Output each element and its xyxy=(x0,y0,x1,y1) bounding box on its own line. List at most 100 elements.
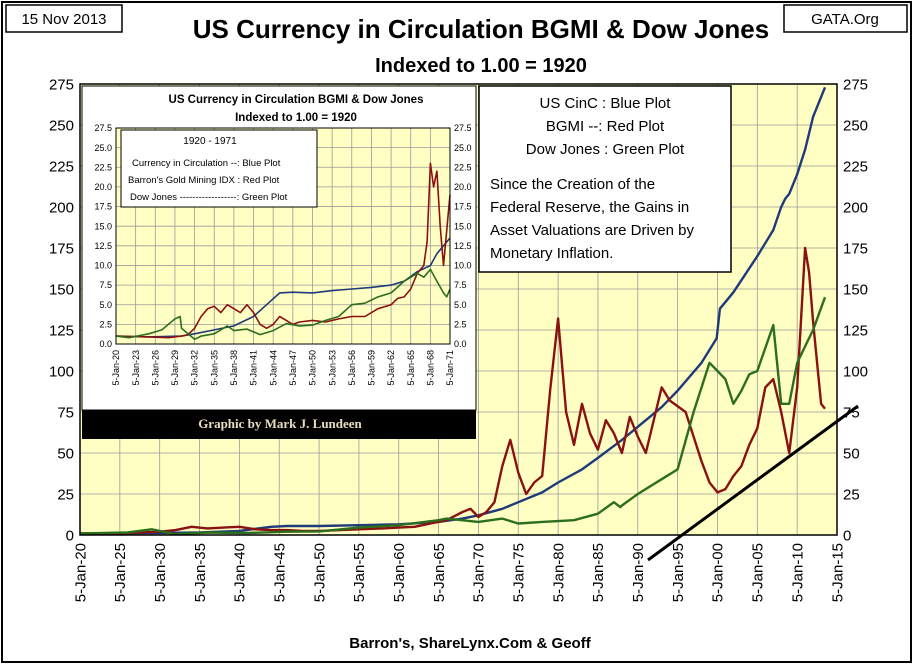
inset-y-tick-label-right: 10.0 xyxy=(454,261,472,271)
inset-y-tick-label-right: 22.5 xyxy=(454,162,472,172)
inset-x-tick-label: 5-Jan-44 xyxy=(268,350,278,386)
main-series-group xyxy=(79,86,827,536)
x-axis-label: Barron's, ShareLynx.Com & Geoff xyxy=(349,635,591,652)
legend-blue: US CinC : Blue Plot xyxy=(540,95,672,112)
inset-y-tick-label-left: 17.5 xyxy=(94,202,112,212)
legend-note-3: Asset Valuations are Driven by xyxy=(490,222,694,239)
main-y-axis-left: 0 25 50 75 100 125 150 175 200 225 250 275 xyxy=(49,76,74,544)
inset-series-line-2 xyxy=(115,268,451,341)
inset-y-tick-label-left: 15.0 xyxy=(94,221,112,231)
inset-x-tick-label: 5-Jan-26 xyxy=(150,350,160,386)
inset-y-tick-label-left: 10.0 xyxy=(94,261,112,271)
inset-x-tick-label: 5-Jan-68 xyxy=(426,350,436,386)
inset-y-tick-label-right: 2.5 xyxy=(454,320,467,330)
legend-red: BGMI --: Red Plot xyxy=(546,118,665,135)
inset-y-tick-label-right: 25.0 xyxy=(454,143,472,153)
main-y-tick-label-right: 50 xyxy=(843,445,860,462)
main-series-line-2 xyxy=(79,296,827,536)
inset-plot-border xyxy=(115,127,451,345)
inset-y-axis-right: 0.0 2.5 5.0 7.5 10.0 12.5 15.0 17.5 20.0 22.5 25.0… xyxy=(454,123,472,349)
main-y-tick-label-left: 175 xyxy=(49,240,74,257)
inset-y-tick-label-left: 22.5 xyxy=(94,162,112,172)
main-y-tick-label-left: 50 xyxy=(57,445,74,462)
main-y-tick-label-left: 75 xyxy=(57,404,74,421)
main-x-tick-label: 5-Jan-75 xyxy=(511,543,528,602)
inset-legend-period: 1920 - 1971 xyxy=(183,136,237,147)
inset-x-tick-label: 5-Jan-71 xyxy=(445,350,455,386)
inset-legend-blue: Currency in Circulation --: Blue Plot xyxy=(132,158,281,169)
main-y-tick-label-left: 225 xyxy=(49,158,74,175)
legend-note-4: Monetary Inflation. xyxy=(490,245,613,262)
main-x-tick-label: 5-Jan-25 xyxy=(112,543,129,602)
main-x-tick-label: 5-Jan-50 xyxy=(311,543,328,602)
main-y-tick-label-left: 25 xyxy=(57,486,74,503)
inset-x-tick-label: 5-Jan-38 xyxy=(229,350,239,386)
legend-note-2: Federal Reserve, the Gains in xyxy=(490,199,689,216)
main-x-tick-label: 5-Jan-35 xyxy=(192,543,209,602)
inset-x-tick-label: 5-Jan-50 xyxy=(308,350,318,386)
inset-y-tick-label-left: 7.5 xyxy=(99,280,112,290)
inset-y-tick-label-left: 27.5 xyxy=(94,123,112,133)
main-x-tick-label: 5-Jan-20 xyxy=(72,543,89,602)
main-y-tick-label-right: 175 xyxy=(843,240,868,257)
main-x-tick-label: 5-Jan-95 xyxy=(670,543,687,602)
date-label: 15 Nov 2013 xyxy=(21,11,106,28)
chart-title: US Currency in Circulation BGMI & Dow Jo… xyxy=(193,14,769,44)
inset-x-tick-label: 5-Jan-23 xyxy=(131,350,141,386)
inset-y-tick-label-right: 20.0 xyxy=(454,182,472,192)
date-box xyxy=(5,4,123,33)
main-y-tick-label-right: 200 xyxy=(843,199,868,216)
main-x-tick-label: 5-Jan-30 xyxy=(152,543,169,602)
inset-x-tick-label: 5-Jan-20 xyxy=(111,350,121,386)
main-y-tick-label-left: 125 xyxy=(49,322,74,339)
inset-y-tick-label-left: 5.0 xyxy=(99,300,112,310)
trend-annotation-line xyxy=(647,404,859,562)
source-box xyxy=(783,4,908,33)
main-y-tick-label-right: 275 xyxy=(843,76,868,93)
inset-y-tick-label-left: 12.5 xyxy=(94,241,112,251)
inset-x-tick-label: 5-Jan-32 xyxy=(190,350,200,386)
source-label: GATA.Org xyxy=(811,11,879,28)
main-y-tick-label-right: 0 xyxy=(843,527,851,544)
inset-y-tick-label-right: 17.5 xyxy=(454,202,472,212)
inset-x-tick-label: 5-Jan-29 xyxy=(170,350,180,386)
main-x-tick-label: 5-Jan-70 xyxy=(471,543,488,602)
inset-legend-box xyxy=(120,129,318,208)
main-x-tick-label: 5-Jan-05 xyxy=(750,543,767,602)
inset-x-axis: 5-Jan-20 5-Jan-23 5-Jan-26 5-Jan-29 5-Jan-32… xyxy=(111,350,455,386)
inset-x-tick-label: 5-Jan-59 xyxy=(367,350,377,386)
inset-x-tick-label: 5-Jan-56 xyxy=(347,350,357,386)
inset-x-tick-label: 5-Jan-65 xyxy=(406,350,416,386)
main-y-tick-label-left: 150 xyxy=(49,281,74,298)
main-x-tick-label: 5-Jan-60 xyxy=(391,543,408,602)
inset-y-tick-label-right: 0.0 xyxy=(454,339,467,349)
inset-y-tick-label-left: 25.0 xyxy=(94,143,112,153)
inset-y-tick-label-left: 20.0 xyxy=(94,182,112,192)
inset-x-tick-label: 5-Jan-62 xyxy=(386,350,396,386)
main-x-tick-label: 5-Jan-10 xyxy=(789,543,806,602)
inset-y-tick-label-right: 27.5 xyxy=(454,123,472,133)
inset-x-tick-label: 5-Jan-47 xyxy=(288,350,298,386)
main-y-tick-label-right: 150 xyxy=(843,281,868,298)
main-x-tick-label: 5-Jan-15 xyxy=(829,543,846,602)
main-y-tick-label-right: 225 xyxy=(843,158,868,175)
main-y-tick-label-left: 250 xyxy=(49,117,74,134)
credit-banner xyxy=(82,410,476,439)
inset-y-tick-label-right: 7.5 xyxy=(454,280,467,290)
main-plot-border xyxy=(79,83,838,536)
inset-y-tick-label-right: 15.0 xyxy=(454,221,472,231)
legend-green: Dow Jones : Green Plot xyxy=(526,141,685,158)
main-y-tick-label-left: 0 xyxy=(66,527,74,544)
main-x-axis: 5-Jan-20 5-Jan-25 5-Jan-30 5-Jan-35 5-Jan-40… xyxy=(72,543,846,602)
inset-x-tick-label: 5-Jan-53 xyxy=(327,350,337,386)
credit-banner-text: Graphic by Mark J. Lundeen xyxy=(198,416,362,431)
inset-series-group xyxy=(115,162,451,341)
inset-x-tick-label: 5-Jan-41 xyxy=(249,350,259,386)
inset-series-line-0 xyxy=(115,237,451,338)
main-x-tick-label: 5-Jan-90 xyxy=(630,543,647,602)
inset-y-tick-label-right: 5.0 xyxy=(454,300,467,310)
main-x-tick-label: 5-Jan-65 xyxy=(431,543,448,602)
